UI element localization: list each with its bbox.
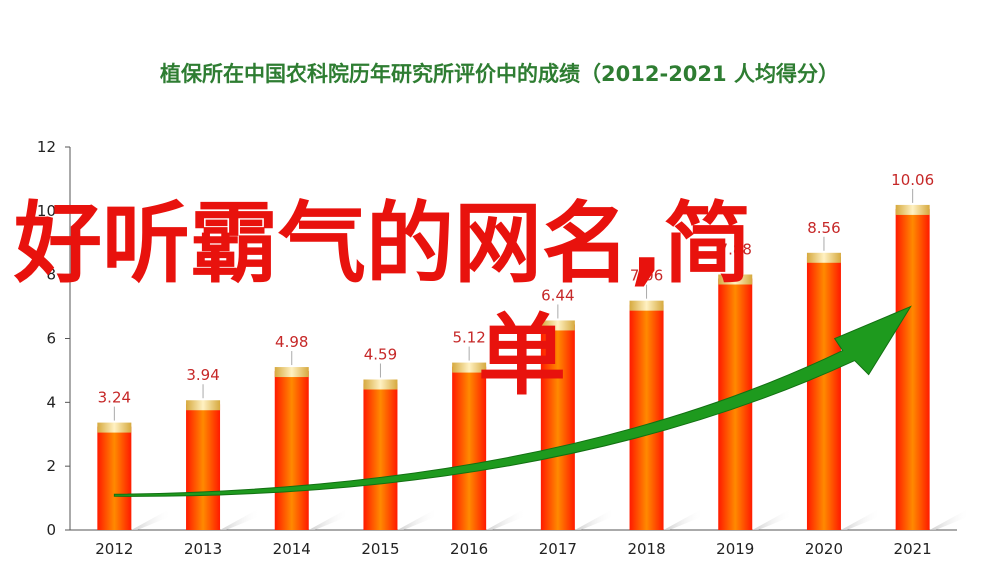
bar-shadow — [574, 508, 615, 530]
bar-cap — [629, 300, 664, 311]
y-tick-label: 6 — [46, 330, 56, 348]
y-tick-label: 12 — [37, 138, 56, 156]
bar-shadow — [752, 508, 793, 530]
bar-shadow — [929, 508, 970, 530]
data-label: 4.59 — [364, 346, 397, 364]
x-tick-label: 2015 — [361, 540, 399, 558]
bar — [629, 304, 664, 530]
bar-shadow — [663, 508, 704, 530]
overlay-text-line-1: 好听霸气的网名,简 — [14, 192, 752, 295]
bar-cap — [718, 274, 753, 285]
bar-shadow — [840, 508, 881, 530]
x-tick-label: 2012 — [95, 540, 133, 558]
y-tick-label: 10 — [37, 202, 56, 220]
bar-cap — [806, 252, 841, 263]
x-tick-label: 2014 — [273, 540, 311, 558]
bar — [806, 256, 841, 530]
y-tick-label: 2 — [46, 457, 56, 475]
data-label: 7.06 — [630, 267, 663, 285]
data-label: 7.88 — [719, 240, 752, 258]
trend-arrow — [113, 305, 912, 497]
data-label: 3.24 — [98, 389, 131, 407]
bar-cap — [274, 367, 309, 378]
data-label: 8.56 — [807, 219, 840, 237]
data-label: 4.98 — [275, 333, 308, 351]
bar — [452, 366, 487, 530]
bar-shadow — [397, 508, 438, 530]
overlay-text-line-2: 单 — [478, 304, 567, 407]
x-tick-label: 2021 — [894, 540, 932, 558]
x-tick-label: 2013 — [184, 540, 222, 558]
bar — [97, 426, 132, 530]
data-label: 3.94 — [186, 366, 219, 384]
bar-cap — [186, 400, 221, 411]
bar-cap — [363, 379, 398, 390]
bar-shadow — [486, 508, 527, 530]
bar-shadow — [131, 508, 172, 530]
bar-shadow — [308, 508, 349, 530]
bar-cap — [452, 362, 487, 373]
y-tick-label: 0 — [46, 521, 56, 539]
data-label: 10.06 — [891, 171, 934, 189]
data-labels: 3.24 2012 3.94 2013 4.98 2014 4.59 2015 5.12 2016… — [95, 171, 934, 558]
x-tick-label: 2018 — [627, 540, 665, 558]
trend-arrow-shape — [113, 305, 912, 497]
bar — [274, 371, 309, 530]
bar-cap — [97, 422, 132, 433]
y-tick-label: 4 — [46, 393, 56, 411]
data-label: 5.12 — [452, 329, 485, 347]
chart-title: 植保所在中国农科院历年研究所评价中的成绩（2012-2021 人均得分） — [160, 62, 839, 86]
bar — [540, 324, 575, 530]
bar-shadows — [131, 508, 970, 530]
x-tick-label: 2019 — [716, 540, 754, 558]
bar-shadow — [220, 508, 261, 530]
x-tick-label: 2020 — [805, 540, 843, 558]
y-tick-label: 8 — [46, 266, 56, 284]
bars — [97, 204, 930, 530]
bar — [895, 208, 930, 530]
x-tick-label: 2016 — [450, 540, 488, 558]
bar-cap — [895, 204, 930, 215]
bar — [186, 404, 221, 530]
x-tick-label: 2017 — [539, 540, 577, 558]
bar — [363, 383, 398, 530]
data-label: 6.44 — [541, 286, 574, 304]
bar-cap — [540, 320, 575, 331]
